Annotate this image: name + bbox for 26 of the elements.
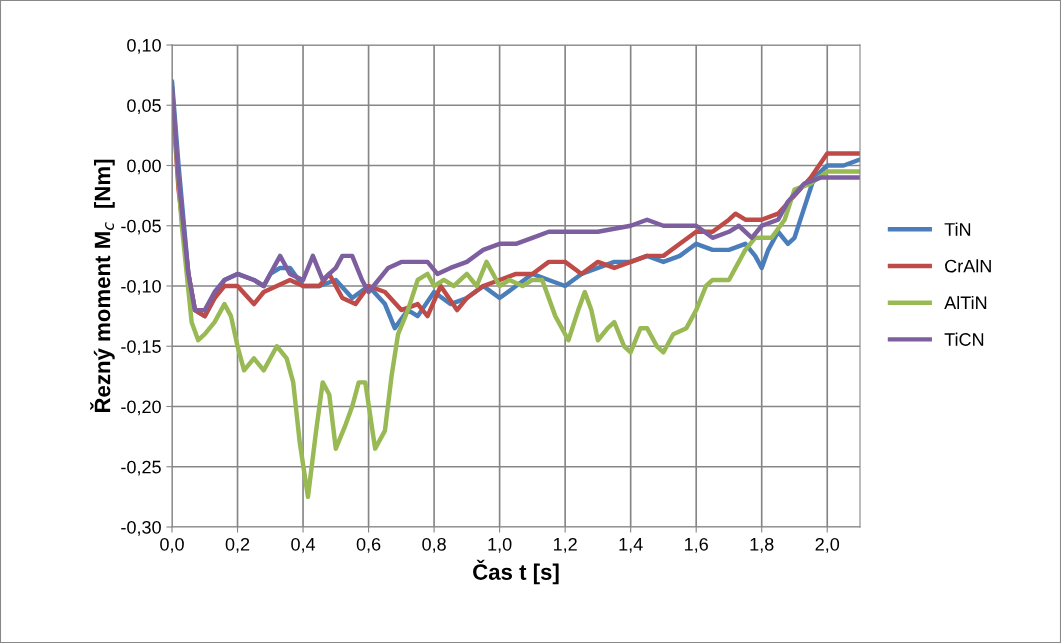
y-tick-label: -0,25 <box>121 460 161 476</box>
y-tick-label: -0,30 <box>121 520 161 536</box>
legend-label: AlTiN <box>944 295 987 310</box>
x-tick-label: 1,2 <box>553 537 577 553</box>
x-tick-label: 0,4 <box>291 537 316 553</box>
legend-label: TiN <box>944 222 971 236</box>
y-tick-label: -0,15 <box>121 340 161 356</box>
x-tick-label: 1,4 <box>619 538 643 553</box>
legend-label: CrAlN <box>945 259 991 273</box>
y-axis-title: Řezný moment M$_{c}$ [Nm] <box>90 159 115 413</box>
x-tick-label: 0,8 <box>422 537 446 553</box>
y-tick-label: -0,20 <box>121 400 161 416</box>
y-tick-label: 0,00 <box>127 159 161 175</box>
x-tick-label: 0,2 <box>225 537 250 553</box>
legend-label: TiCN <box>944 332 984 346</box>
x-tick-label: 1,6 <box>685 537 708 553</box>
y-tick-label: -0,05 <box>121 219 161 235</box>
y-tick-label: -0,10 <box>121 279 161 295</box>
x-tick-label: 0,6 <box>356 537 381 553</box>
x-tick-label: 1,0 <box>488 537 512 553</box>
y-tick-label: 0,05 <box>127 99 161 115</box>
y-tick-label: 0,10 <box>127 38 161 54</box>
x-tick-label: 2,0 <box>815 537 840 553</box>
x-axis-title: Čas t [s] <box>473 559 559 585</box>
x-tick-label: 0,0 <box>160 537 184 553</box>
x-tick-label: 1,8 <box>750 537 774 553</box>
